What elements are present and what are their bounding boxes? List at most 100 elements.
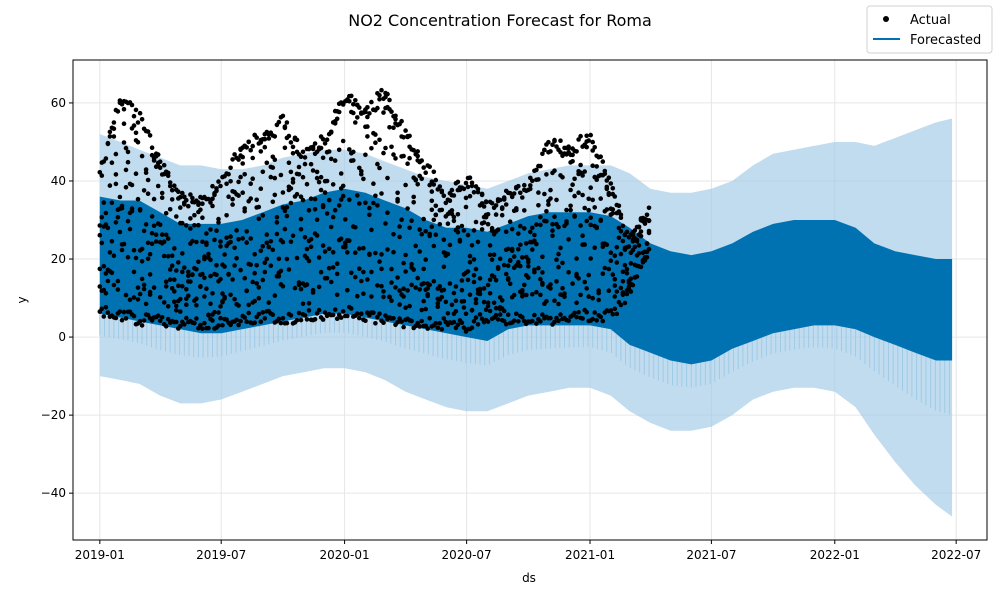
actual-point (463, 195, 469, 201)
actual-points (97, 87, 652, 334)
actual-point (467, 259, 473, 265)
actual-point (574, 300, 579, 306)
actual-point (618, 212, 624, 218)
actual-point (489, 225, 495, 231)
actual-point (248, 236, 253, 241)
actual-point (433, 203, 439, 209)
actual-point (111, 282, 117, 288)
actual-point (425, 326, 431, 331)
actual-point (284, 256, 290, 262)
actual-point (427, 164, 433, 169)
actual-point (163, 279, 169, 285)
actual-point (105, 310, 111, 315)
y-axis-label: y (15, 296, 29, 303)
actual-point (184, 315, 189, 321)
actual-point (620, 279, 626, 284)
actual-point (548, 149, 553, 154)
actual-point (280, 284, 286, 289)
actual-point (592, 145, 597, 150)
actual-point (262, 316, 268, 321)
actual-point (294, 137, 300, 143)
actual-point (232, 152, 237, 157)
actual-point (393, 113, 398, 119)
actual-point (125, 149, 131, 155)
actual-point (620, 223, 626, 229)
actual-point (483, 199, 489, 204)
actual-point (135, 120, 141, 125)
actual-point (511, 254, 517, 259)
actual-point (620, 238, 626, 244)
actual-point (338, 236, 344, 242)
actual-point (194, 239, 199, 245)
actual-point (123, 185, 129, 190)
actual-point (190, 238, 195, 244)
actual-point (441, 193, 447, 199)
actual-point (600, 271, 606, 277)
actual-point (495, 264, 501, 270)
actual-point (200, 215, 205, 220)
actual-point (453, 309, 459, 314)
actual-point (135, 139, 141, 145)
actual-point (256, 311, 262, 317)
actual-point (298, 194, 304, 199)
actual-point (503, 322, 509, 327)
actual-point (214, 228, 219, 233)
actual-point (180, 190, 185, 196)
actual-point (286, 160, 292, 166)
actual-point (107, 134, 113, 139)
actual-point (242, 275, 247, 281)
actual-point (375, 203, 380, 208)
actual-point (536, 203, 541, 208)
actual-point (240, 190, 245, 195)
actual-point (558, 312, 563, 317)
actual-point (614, 311, 620, 317)
actual-point (121, 309, 127, 315)
actual-point (387, 97, 392, 103)
actual-point (572, 193, 577, 199)
actual-point (276, 119, 282, 125)
actual-point (407, 155, 412, 161)
actual-point (552, 298, 557, 304)
actual-point (210, 203, 215, 209)
actual-point (618, 251, 624, 257)
actual-point (540, 254, 545, 260)
actual-point (371, 181, 376, 186)
actual-point (528, 183, 533, 188)
actual-point (518, 223, 523, 229)
actual-point (590, 139, 595, 145)
actual-point (499, 205, 505, 210)
actual-point (538, 163, 543, 169)
actual-point (165, 304, 171, 309)
actual-point (375, 283, 380, 288)
actual-point (300, 149, 306, 155)
actual-point (167, 277, 173, 282)
actual-point (644, 212, 650, 218)
actual-point (520, 255, 525, 260)
actual-point (578, 133, 583, 139)
actual-point (99, 240, 105, 246)
actual-point (256, 285, 262, 290)
actual-point (485, 300, 491, 306)
actual-point (451, 214, 457, 220)
actual-point (461, 325, 467, 331)
actual-point (439, 294, 445, 300)
actual-point (357, 246, 362, 251)
actual-point (389, 266, 394, 272)
actual-point (208, 273, 213, 279)
actual-point (610, 311, 616, 317)
actual-point (421, 266, 427, 272)
actual-point (538, 292, 543, 298)
actual-point (228, 239, 233, 245)
actual-point (618, 229, 624, 234)
actual-point (534, 222, 539, 227)
actual-point (459, 278, 465, 283)
actual-point (505, 263, 511, 269)
actual-point (292, 285, 298, 291)
actual-point (186, 269, 191, 275)
actual-point (429, 207, 435, 213)
actual-point (113, 151, 119, 157)
actual-point (248, 196, 253, 201)
actual-point (588, 132, 593, 138)
actual-point (558, 150, 563, 155)
actual-point (377, 137, 382, 143)
